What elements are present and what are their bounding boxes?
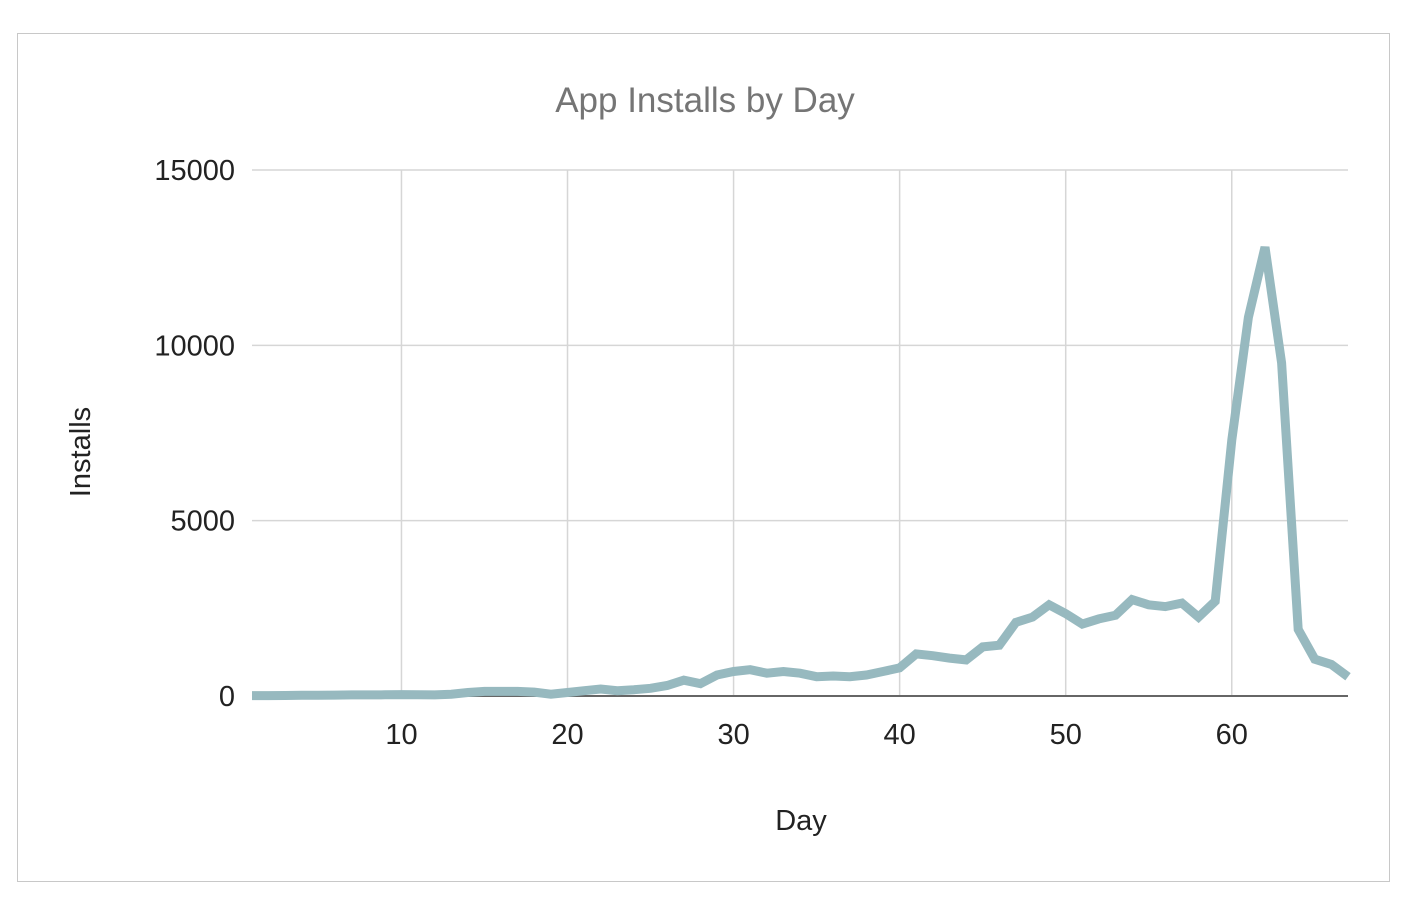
x-tick-label: 20 bbox=[551, 719, 583, 751]
y-tick-label: 0 bbox=[219, 681, 235, 713]
y-tick-label: 10000 bbox=[154, 330, 235, 362]
chart-frame bbox=[17, 33, 1390, 882]
x-tick-label: 60 bbox=[1216, 719, 1248, 751]
series-line-installs bbox=[252, 246, 1351, 701]
tick-labels: 0 5000 10000 15000 10 20 30 40 50 60 bbox=[154, 155, 1248, 751]
y-tick-label: 15000 bbox=[154, 155, 235, 187]
x-tick-label: 30 bbox=[717, 719, 749, 751]
gridlines bbox=[252, 169, 1348, 696]
y-tick-label: 5000 bbox=[170, 506, 235, 538]
x-tick-label: 10 bbox=[385, 719, 417, 751]
x-tick-label: 50 bbox=[1050, 719, 1082, 751]
x-axis-label: Day bbox=[775, 805, 827, 837]
x-tick-label: 40 bbox=[884, 719, 916, 751]
y-axis-label: Installs bbox=[65, 407, 97, 497]
data-points bbox=[251, 247, 1349, 696]
chart-title: App Installs by Day bbox=[555, 81, 855, 120]
